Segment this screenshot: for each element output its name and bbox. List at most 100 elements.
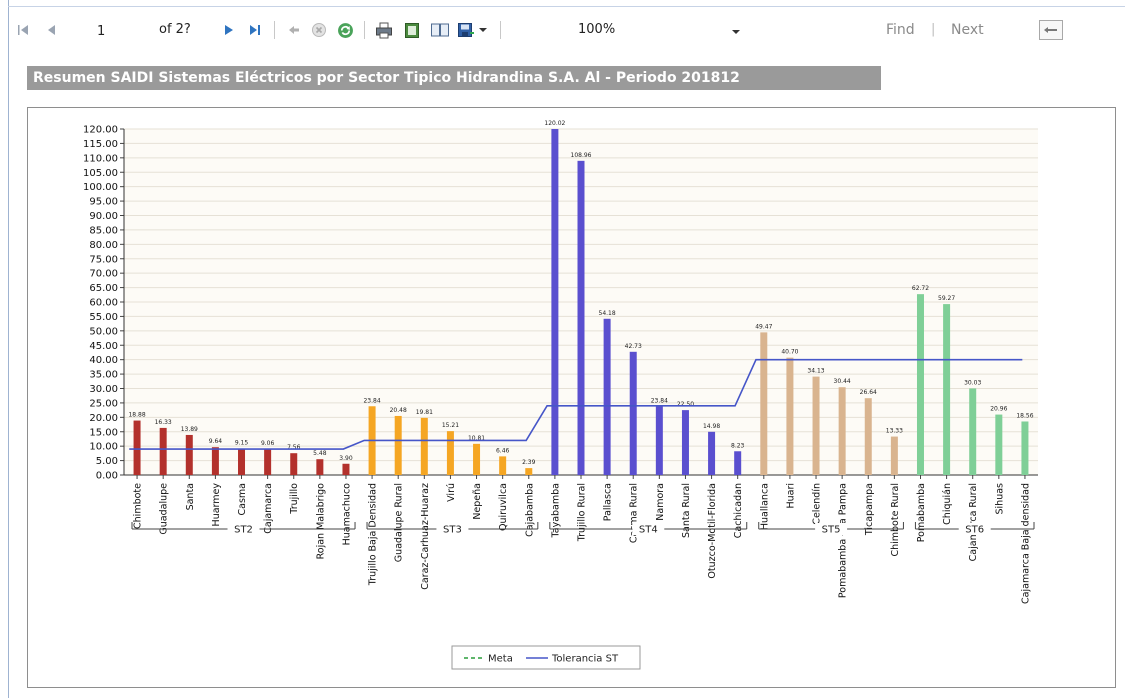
data-label: 8.23 [731, 442, 745, 449]
bar [159, 427, 167, 475]
group-label: ST6 [965, 525, 984, 536]
data-label: 23.84 [363, 397, 380, 404]
find-text-input[interactable] [766, 20, 882, 42]
y-tick-label: 65.00 [89, 283, 118, 294]
x-tick-label: Cajamarca [263, 483, 274, 534]
x-tick-label: Huari [785, 483, 796, 509]
group-label-background [632, 523, 665, 535]
previous-page-icon[interactable] [43, 20, 59, 40]
data-label: 20.96 [990, 406, 1007, 413]
bar [1021, 421, 1029, 475]
next-page-icon[interactable] [221, 20, 237, 40]
find-link[interactable]: Find [886, 22, 915, 38]
x-tick-label: Namora [655, 483, 666, 521]
toolbar-separator [274, 21, 275, 39]
data-label: 9.64 [209, 438, 223, 445]
x-tick-label: Pallasca [603, 483, 614, 521]
x-tick-label: Pomabamba - La Pampa [838, 483, 849, 598]
x-tick-label: Caraz-Carhuaz-Huaraz [420, 483, 431, 590]
export-dropdown-chevron-icon[interactable] [477, 21, 489, 39]
legend-meta-label: Meta [488, 654, 513, 665]
y-tick-label: 60.00 [89, 298, 118, 309]
chart-area: 0.00 5.00 10.00 15.00 20.00 25.00 30.00 35.00 40… [27, 107, 1116, 688]
y-tick-label: 105.00 [83, 168, 118, 179]
y-tick-label: 10.00 [89, 442, 118, 453]
bar [969, 388, 977, 475]
report-frame-top-border [8, 6, 1125, 7]
first-page-icon[interactable] [15, 20, 31, 40]
x-tick-label: Celendín [812, 483, 823, 525]
x-tick-label: Santa Rural [681, 483, 692, 538]
x-tick-label: Chimbote Rural [890, 483, 901, 557]
data-label: 5.48 [313, 450, 327, 457]
bar [812, 376, 820, 475]
data-label: 10.81 [468, 435, 485, 442]
print-icon[interactable] [373, 19, 395, 41]
collapse-panel-icon[interactable] [1039, 20, 1063, 40]
bar [446, 431, 454, 475]
toolbar-separator [500, 21, 501, 39]
legend-tolerance-label: Tolerancia ST [551, 654, 619, 665]
refresh-icon[interactable] [335, 19, 355, 41]
x-tick-label: Chimbote [133, 483, 144, 529]
data-label: 13.33 [886, 428, 903, 435]
x-tick-label: Santa [185, 483, 196, 510]
bar [890, 436, 898, 475]
data-label: 16.33 [155, 419, 172, 426]
x-tick-label: Quiruvilca [498, 483, 509, 531]
bar [264, 448, 272, 475]
report-title: Resumen SAIDI Sistemas Eléctricos por Se… [27, 66, 881, 90]
bar [995, 414, 1003, 475]
current-page-input[interactable] [95, 21, 149, 41]
x-tick-label: Casma Rural [629, 483, 640, 543]
last-page-icon[interactable] [247, 20, 263, 40]
y-tick-label: 0.00 [96, 471, 118, 482]
bar [551, 129, 559, 475]
print-layout-icon[interactable] [428, 19, 452, 41]
x-tick-label: Guadalupe Rural [394, 483, 405, 562]
stop-icon[interactable] [309, 19, 329, 41]
toolbar-separator [364, 21, 365, 39]
x-tick-label: Huamachuco [341, 483, 352, 546]
data-label: 108.96 [571, 152, 592, 159]
data-label: 49.47 [755, 323, 772, 330]
data-label: 20.48 [390, 407, 407, 414]
x-tick-label: Cajabamba [524, 483, 535, 537]
group-label-background [227, 523, 260, 535]
y-tick-label: 70.00 [89, 269, 118, 280]
bar [708, 431, 716, 475]
data-label: 62.72 [912, 285, 929, 292]
x-tick-label: Trujillo Rural [577, 483, 588, 542]
report-frame-left-border [8, 0, 9, 698]
x-tick-label: Chiquián [942, 483, 953, 525]
bar [864, 398, 872, 475]
zoom-select[interactable]: 100% [576, 20, 756, 40]
x-tick-label: Cajamarca Rural [968, 483, 979, 561]
x-tick-label: Cachicadan [733, 483, 744, 538]
x-tick-label: Trujillo Baja Densidad [368, 483, 379, 586]
bar [133, 420, 141, 475]
back-to-parent-icon[interactable] [285, 20, 303, 40]
data-label: 22.50 [677, 401, 694, 408]
x-tick-label: Ticapampa [864, 483, 875, 536]
data-label: 42.73 [625, 343, 642, 350]
bar [577, 160, 585, 475]
chevron-down-icon[interactable] [732, 24, 740, 39]
y-tick-label: 75.00 [89, 254, 118, 265]
page-setup-icon[interactable] [401, 19, 423, 41]
bar [603, 318, 611, 475]
bar [760, 332, 768, 475]
bar [499, 456, 507, 475]
group-label: ST5 [822, 525, 841, 536]
next-link[interactable]: Next [951, 22, 984, 38]
export-icon[interactable] [455, 19, 477, 41]
data-label: 120.02 [544, 120, 565, 127]
zoom-value: 100% [578, 22, 616, 37]
x-tick-label: Cajamarca Baja densidad [1020, 483, 1031, 604]
bar [394, 415, 402, 475]
group-label-background [958, 523, 991, 535]
data-label: 7.56 [287, 444, 301, 451]
y-tick-label: 85.00 [89, 225, 118, 236]
data-label: 26.64 [860, 389, 877, 396]
x-tick-label: Huarmey [211, 483, 222, 527]
